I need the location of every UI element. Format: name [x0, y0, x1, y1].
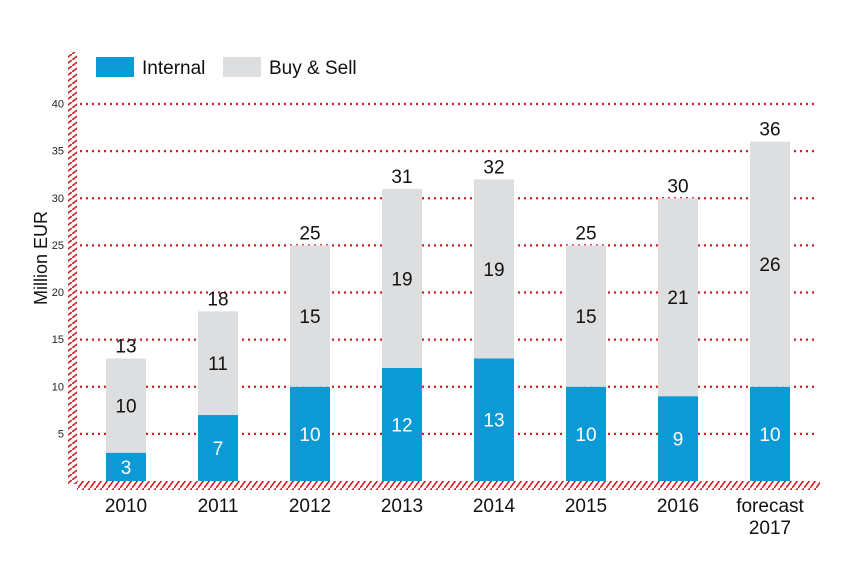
legend-label-internal: Internal: [142, 58, 205, 79]
bar-buy-sell: [382, 188, 422, 368]
x-tick-label: 2013: [381, 496, 423, 517]
data-label-buy-sell: 19: [391, 269, 412, 290]
data-label-buy-sell: 19: [483, 260, 504, 281]
x-tick-label: forecast 2017: [736, 496, 804, 539]
bar-internal: [566, 386, 606, 481]
bar-internal: [382, 367, 422, 481]
data-label-total: 13: [115, 336, 136, 357]
y-tick-label: 10: [52, 381, 64, 393]
bars: 3 10 13 7 11 18 10 15 25 12 19 31 13 19 32 10 15 25 9 21 30 1…: [106, 120, 790, 481]
bar-buy-sell: [106, 358, 146, 453]
y-tick-label: 35: [52, 146, 64, 158]
data-label-buy-sell: 15: [299, 307, 320, 328]
x-tick-label: 2010: [105, 496, 147, 517]
data-label-internal: 13: [483, 411, 504, 432]
y-tick-label: 20: [52, 287, 64, 299]
data-label-buy-sell: 15: [575, 307, 596, 328]
data-label-internal: 7: [213, 439, 224, 460]
x-tick-label: 2015: [565, 496, 607, 517]
bar-buy-sell: [750, 141, 790, 387]
bar-internal: [474, 358, 514, 481]
y-tick-label: 30: [52, 193, 64, 205]
bar-buy-sell: [198, 311, 238, 416]
data-label-total: 30: [667, 176, 688, 197]
data-label-buy-sell: 11: [208, 354, 228, 375]
bar-buy-sell: [566, 245, 606, 387]
data-label-internal: 10: [299, 425, 320, 446]
bar-internal: [106, 452, 146, 481]
bar-internal: [290, 386, 330, 481]
data-label-internal: 3: [121, 458, 132, 479]
data-label-buy-sell: 26: [759, 255, 780, 276]
data-label-buy-sell: 21: [667, 288, 688, 309]
bar-internal: [750, 386, 790, 481]
legend-swatch-internal: [96, 57, 134, 77]
x-tick-labels: 2010 2011 2012 2013 2014 2015 2016 forecast 2017: [105, 496, 805, 539]
x-tick-label: 2012: [289, 496, 331, 517]
bar-internal: [658, 396, 698, 481]
y-tick-label: 40: [52, 99, 64, 111]
data-label-internal: 12: [391, 415, 412, 436]
legend: Internal Buy & Sell: [96, 57, 357, 79]
y-tick-label: 5: [58, 428, 64, 440]
y-tick-label: 15: [52, 334, 64, 346]
data-label-internal: 10: [575, 425, 596, 446]
legend-swatch-buy-sell: [223, 57, 261, 77]
data-label-internal: 9: [673, 430, 684, 451]
bar-internal: [198, 415, 238, 481]
data-label-buy-sell: 10: [115, 397, 136, 418]
legend-label-buy-sell: Buy & Sell: [269, 58, 357, 79]
x-tick-label: 2016: [657, 496, 699, 517]
data-label-total: 36: [759, 120, 780, 141]
bar-buy-sell: [658, 198, 698, 397]
data-label-total: 18: [207, 289, 228, 310]
y-tick-label: 25: [52, 240, 64, 252]
x-axis-line: [77, 481, 820, 490]
data-label-total: 25: [575, 223, 596, 244]
data-label-total: 25: [299, 223, 320, 244]
y-tick-labels: 5 10 15 20 25 30 35 40: [52, 99, 64, 441]
y-axis-line: [68, 52, 77, 484]
data-label-internal: 10: [759, 425, 780, 446]
data-label-total: 31: [391, 167, 412, 188]
bar-buy-sell: [474, 179, 514, 359]
bar-buy-sell: [290, 245, 330, 387]
x-tick-label: 2011: [198, 496, 239, 517]
y-axis-label: Million EUR: [31, 211, 51, 305]
gridlines: [80, 102, 816, 435]
data-label-total: 32: [483, 157, 504, 178]
x-tick-label: 2014: [473, 496, 516, 517]
